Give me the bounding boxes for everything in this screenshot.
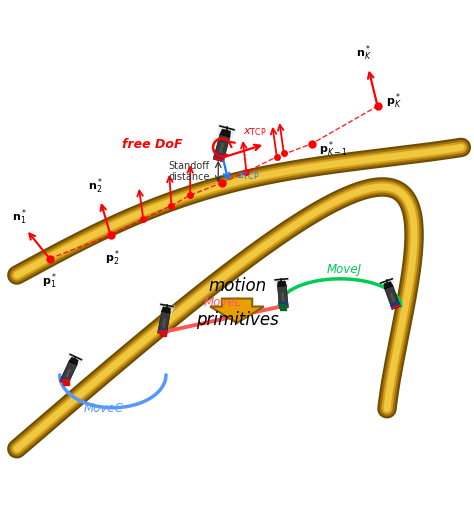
Text: $\mathbf{p}_2^*$: $\mathbf{p}_2^*$ <box>105 248 120 268</box>
Polygon shape <box>213 153 226 159</box>
Text: $z_\mathrm{TCP}$: $z_\mathrm{TCP}$ <box>237 170 260 182</box>
Text: $\mathbf{n}_1^*$: $\mathbf{n}_1^*$ <box>11 207 27 227</box>
Polygon shape <box>220 129 230 137</box>
Polygon shape <box>64 352 84 383</box>
Polygon shape <box>162 318 166 327</box>
Polygon shape <box>278 286 288 309</box>
Polygon shape <box>279 302 289 306</box>
Text: $\mathbf{n}_K^*$: $\mathbf{n}_K^*$ <box>356 43 371 63</box>
Polygon shape <box>60 361 77 385</box>
Polygon shape <box>385 286 401 310</box>
Polygon shape <box>159 303 175 334</box>
Text: $\mathbf{n}_2^*$: $\mathbf{n}_2^*$ <box>88 176 103 196</box>
Polygon shape <box>391 303 401 310</box>
Polygon shape <box>162 307 170 313</box>
Text: primitives: primitives <box>196 311 278 329</box>
Polygon shape <box>281 292 284 302</box>
Text: MoveC: MoveC <box>83 402 123 416</box>
Polygon shape <box>60 376 71 383</box>
Text: MoveJ: MoveJ <box>327 263 362 276</box>
Text: motion: motion <box>208 277 266 295</box>
Text: $\mathbf{p}_{K-1}^*$: $\mathbf{p}_{K-1}^*$ <box>319 139 347 159</box>
Polygon shape <box>390 293 395 302</box>
Polygon shape <box>65 369 72 377</box>
Polygon shape <box>158 327 168 332</box>
Polygon shape <box>279 304 289 309</box>
Text: free DoF: free DoF <box>122 138 183 151</box>
Polygon shape <box>69 358 78 365</box>
FancyArrow shape <box>210 299 264 323</box>
Polygon shape <box>390 301 400 307</box>
Polygon shape <box>273 277 290 308</box>
Polygon shape <box>158 312 170 335</box>
Polygon shape <box>219 143 224 153</box>
Polygon shape <box>278 281 286 287</box>
Polygon shape <box>213 156 225 162</box>
Text: $\mathbf{p}_K^*$: $\mathbf{p}_K^*$ <box>386 91 402 111</box>
Polygon shape <box>213 134 230 162</box>
Polygon shape <box>378 277 396 308</box>
Polygon shape <box>59 378 69 385</box>
Polygon shape <box>157 330 167 335</box>
Text: $\mathbf{p}_1^*$: $\mathbf{p}_1^*$ <box>42 272 57 291</box>
Text: $x_\mathrm{TCP}$: $x_\mathrm{TCP}$ <box>243 126 266 138</box>
Polygon shape <box>384 282 393 289</box>
Polygon shape <box>218 124 237 161</box>
Text: MoveL: MoveL <box>204 296 242 309</box>
Text: Standoff
distance: Standoff distance <box>168 161 210 182</box>
